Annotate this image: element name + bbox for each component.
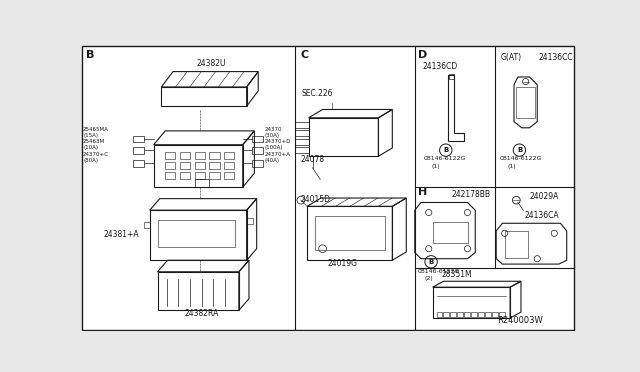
Bar — [246, 218, 253, 224]
Bar — [132, 147, 143, 154]
Text: B: B — [429, 259, 434, 265]
Text: 242178BB: 242178BB — [452, 190, 491, 199]
Bar — [195, 179, 209, 187]
Bar — [294, 147, 308, 153]
Bar — [252, 160, 263, 167]
Text: 24381+A: 24381+A — [103, 230, 139, 239]
Bar — [294, 139, 308, 145]
Text: H: H — [418, 187, 427, 197]
Bar — [195, 163, 205, 169]
Bar — [195, 153, 205, 159]
Text: (2): (2) — [425, 276, 434, 281]
Text: 24015D: 24015D — [300, 196, 330, 205]
Text: 24029A: 24029A — [529, 192, 559, 201]
Bar — [449, 74, 454, 78]
Text: (1): (1) — [431, 164, 440, 169]
Bar — [499, 312, 505, 317]
Bar — [451, 312, 456, 317]
Bar — [252, 147, 263, 154]
Bar — [436, 312, 442, 317]
Text: R240003W: R240003W — [497, 316, 543, 326]
Bar — [165, 163, 175, 169]
Text: D: D — [418, 51, 427, 61]
Bar — [165, 153, 175, 159]
Bar — [294, 122, 308, 128]
Bar — [209, 153, 220, 159]
Bar — [458, 312, 463, 317]
Text: B: B — [444, 147, 449, 153]
Bar — [143, 222, 150, 228]
Text: (1): (1) — [507, 164, 516, 169]
Text: 24136CA: 24136CA — [525, 211, 559, 220]
Bar — [180, 163, 190, 169]
Bar — [315, 216, 385, 250]
Bar — [224, 163, 234, 169]
Text: G(AT): G(AT) — [501, 53, 522, 62]
Text: 24382U: 24382U — [196, 59, 226, 68]
Bar — [505, 231, 528, 258]
Bar — [180, 173, 190, 179]
Bar — [195, 173, 205, 179]
Bar — [209, 163, 220, 169]
Text: 08146-6122G: 08146-6122G — [424, 156, 467, 161]
Text: 24370+D
(100A): 24370+D (100A) — [264, 139, 291, 150]
Text: 24136CD: 24136CD — [422, 62, 458, 71]
Bar — [224, 173, 234, 179]
Text: 08146-6122G: 08146-6122G — [417, 269, 460, 273]
Bar — [433, 222, 467, 243]
Text: 25463M
(10A): 25463M (10A) — [83, 139, 105, 150]
Bar — [465, 312, 470, 317]
Bar — [472, 312, 477, 317]
Bar — [209, 173, 220, 179]
Bar — [132, 160, 143, 167]
Bar — [157, 220, 235, 247]
Bar — [252, 135, 263, 142]
Text: B: B — [517, 147, 522, 153]
Bar — [224, 153, 234, 159]
Text: 24370+C
(80A): 24370+C (80A) — [83, 152, 109, 163]
Text: 24019G: 24019G — [328, 259, 358, 269]
Text: 24136CC: 24136CC — [538, 53, 573, 62]
Bar — [165, 173, 175, 179]
Text: 25465MA
(15A): 25465MA (15A) — [83, 127, 109, 138]
Bar — [485, 312, 491, 317]
Text: 08146-6122G: 08146-6122G — [500, 156, 543, 161]
Text: 28351M: 28351M — [441, 270, 472, 279]
Text: 24370
(30A): 24370 (30A) — [264, 127, 282, 138]
Bar — [516, 87, 535, 118]
Bar — [492, 312, 498, 317]
Text: C: C — [300, 51, 308, 61]
Text: B: B — [86, 51, 95, 61]
Bar — [180, 153, 190, 159]
Bar — [478, 312, 484, 317]
Text: 24078: 24078 — [300, 155, 324, 164]
Bar — [294, 130, 308, 136]
Text: SEC.226: SEC.226 — [301, 89, 333, 98]
Text: 24382RA: 24382RA — [184, 309, 219, 318]
Bar — [444, 312, 449, 317]
Bar — [132, 135, 143, 142]
Text: 24370+A
(40A): 24370+A (40A) — [264, 152, 291, 163]
